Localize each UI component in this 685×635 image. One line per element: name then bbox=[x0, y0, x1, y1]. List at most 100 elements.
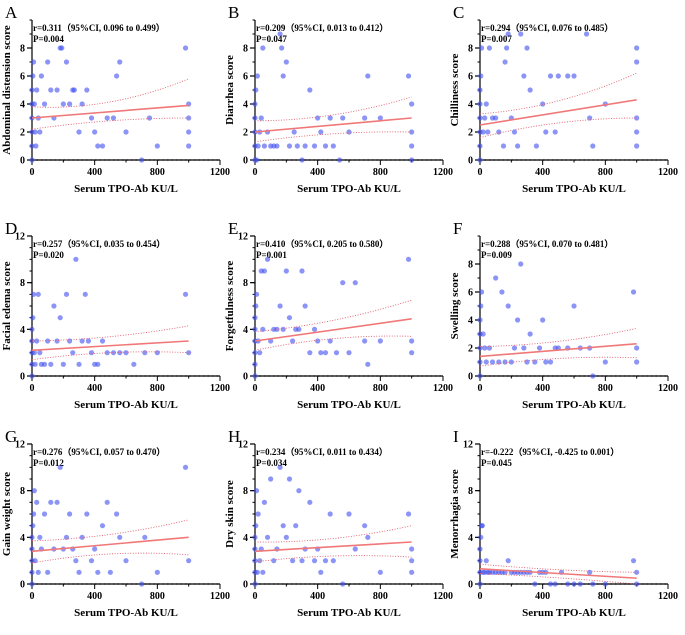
panel-b: Br=0.209（95%CI, 0.013 to 0.412）P=0.047 0 2… bbox=[224, 3, 453, 195]
y-tick-label: 0 bbox=[20, 580, 25, 591]
stat-p-value: P=0.007 bbox=[481, 34, 512, 44]
x-tick-label: 400 bbox=[535, 167, 550, 178]
stat-p-value: P=0.047 bbox=[256, 34, 287, 44]
y-tick-label: 0 bbox=[243, 372, 248, 383]
data-point bbox=[602, 581, 608, 587]
data-point bbox=[37, 350, 43, 356]
data-point bbox=[95, 361, 101, 367]
y-tick-label: 12 bbox=[15, 232, 25, 243]
data-point bbox=[634, 345, 640, 351]
panel-a: Ar=0.311（95%CI, 0.096 to 0.499）P=0.004 0 2… bbox=[1, 3, 230, 195]
data-point bbox=[493, 115, 499, 121]
stat-r-value: r=0.288（95%CI, 0.070 to 0.481） bbox=[481, 239, 613, 249]
data-point bbox=[146, 115, 153, 121]
ci-lower-line bbox=[31, 351, 189, 361]
x-tick-label: 1200 bbox=[433, 591, 453, 602]
data-point bbox=[362, 523, 368, 529]
data-point bbox=[186, 115, 192, 121]
data-point bbox=[264, 534, 271, 540]
data-point bbox=[32, 558, 38, 564]
data-point bbox=[63, 534, 70, 540]
y-tick-label: 6 bbox=[468, 288, 473, 299]
data-point bbox=[365, 361, 371, 367]
data-point bbox=[261, 268, 267, 274]
x-tick-label: 0 bbox=[253, 591, 258, 602]
data-point bbox=[85, 338, 91, 344]
y-axis-label: Diarrhea score bbox=[224, 55, 236, 125]
data-point bbox=[252, 581, 258, 587]
panel-i: Ir=-0.222（95%CI, -0.425 to 0.001）P=0.045… bbox=[449, 427, 678, 619]
data-point bbox=[258, 115, 264, 121]
data-point bbox=[67, 511, 73, 517]
data-point bbox=[31, 488, 37, 494]
regression-line bbox=[479, 99, 637, 126]
stat-r-value: r=0.294（95%CI, 0.076 to 0.485） bbox=[481, 23, 613, 33]
data-point bbox=[252, 115, 258, 121]
data-point bbox=[252, 101, 258, 107]
data-point bbox=[496, 359, 502, 365]
data-point bbox=[84, 87, 90, 93]
regression-line bbox=[254, 318, 412, 342]
stat-p-value: P=0.034 bbox=[256, 458, 287, 468]
data-point bbox=[362, 338, 368, 344]
ci-upper-line bbox=[254, 525, 412, 543]
data-point bbox=[277, 31, 283, 37]
panel-letter: I bbox=[453, 427, 459, 446]
x-tick-label: 1200 bbox=[658, 591, 678, 602]
data-point bbox=[409, 143, 415, 149]
data-point bbox=[571, 73, 577, 79]
data-point bbox=[88, 558, 95, 564]
data-point bbox=[590, 143, 596, 149]
data-point bbox=[602, 359, 608, 365]
data-point bbox=[123, 129, 129, 135]
ci-lower-line bbox=[479, 356, 637, 367]
data-point bbox=[299, 157, 305, 163]
data-point bbox=[123, 558, 129, 564]
data-point bbox=[547, 359, 554, 365]
x-tick-label: 1200 bbox=[433, 167, 453, 178]
x-axis-label: Serum TPO-Ab KU/L bbox=[522, 607, 626, 619]
panel-letter: C bbox=[453, 3, 464, 22]
x-tick-label: 0 bbox=[478, 383, 483, 394]
data-point bbox=[307, 499, 313, 505]
data-point bbox=[51, 303, 57, 309]
data-point bbox=[524, 45, 530, 51]
data-point bbox=[477, 359, 483, 365]
x-tick-label: 400 bbox=[87, 383, 102, 394]
data-point bbox=[60, 361, 66, 367]
data-point bbox=[377, 569, 383, 575]
data-point bbox=[57, 464, 63, 470]
data-point bbox=[30, 523, 36, 529]
stat-r-value: r=0.209（95%CI, 0.013 to 0.412） bbox=[256, 23, 388, 33]
data-point bbox=[362, 115, 368, 121]
data-point bbox=[280, 73, 286, 79]
data-point bbox=[37, 534, 43, 540]
data-point bbox=[322, 558, 329, 564]
stat-r-value: r=0.234（95%CI, 0.011 to 0.434） bbox=[256, 447, 388, 457]
data-point bbox=[315, 338, 321, 344]
x-tick-label: 400 bbox=[535, 383, 550, 394]
data-point bbox=[117, 59, 123, 65]
data-point bbox=[477, 101, 483, 107]
data-point bbox=[540, 101, 546, 107]
data-point bbox=[41, 101, 48, 107]
y-tick-label: 8 bbox=[243, 278, 248, 289]
data-point bbox=[634, 45, 640, 51]
y-axis-label: Forgetfulness score bbox=[224, 261, 236, 352]
data-point bbox=[76, 129, 82, 135]
data-point bbox=[290, 338, 296, 344]
data-point bbox=[483, 558, 489, 564]
data-point bbox=[110, 115, 117, 121]
data-point bbox=[260, 569, 266, 575]
data-point bbox=[505, 558, 511, 564]
x-tick-label: 0 bbox=[253, 383, 258, 394]
data-point bbox=[60, 101, 66, 107]
data-point bbox=[478, 45, 485, 51]
y-tick-label: 12 bbox=[238, 440, 248, 451]
data-point bbox=[346, 350, 352, 356]
data-point bbox=[543, 129, 549, 135]
data-point bbox=[31, 350, 37, 356]
data-point bbox=[483, 101, 489, 107]
data-point bbox=[253, 87, 259, 93]
data-point bbox=[88, 350, 95, 356]
